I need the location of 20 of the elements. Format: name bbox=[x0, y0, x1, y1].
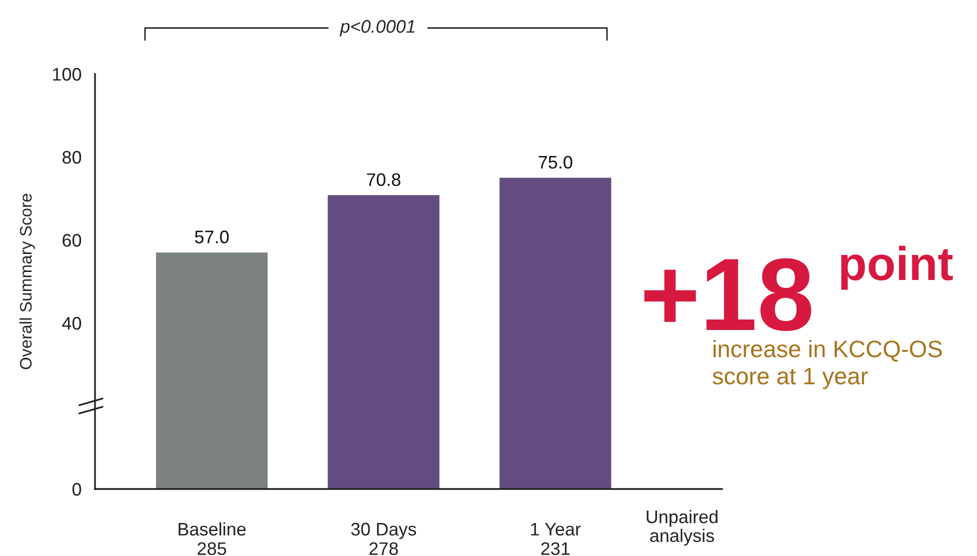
data-label: 75.0 bbox=[538, 156, 572, 169]
y-tick-label: 0 bbox=[72, 482, 82, 496]
text: p<0.0001 bbox=[340, 20, 414, 36]
y-tick-label: 40 bbox=[62, 316, 82, 330]
annotation: +18 bbox=[644, 258, 812, 332]
y-tick-label: 100 bbox=[53, 68, 82, 81]
x-tick-label: Baseline 285 bbox=[178, 522, 246, 556]
x-tick-label: 1 Year 231 bbox=[531, 522, 581, 556]
annotation: increase in KCCQ-OS score at 1 year bbox=[712, 340, 942, 390]
y-tick-label: 60 bbox=[62, 234, 82, 247]
bar bbox=[500, 178, 612, 489]
text: Unpaired analysis bbox=[646, 510, 718, 546]
x-tick-label: 30 Days 278 bbox=[351, 522, 416, 556]
data-label: 57.0 bbox=[194, 230, 229, 244]
bar bbox=[156, 252, 268, 489]
text: point bbox=[841, 246, 953, 290]
data-label: 70.8 bbox=[366, 173, 400, 186]
y-tick-label: 80 bbox=[62, 150, 82, 164]
bar bbox=[328, 195, 440, 489]
y-axis-title: Overall Summary Score bbox=[19, 194, 36, 370]
